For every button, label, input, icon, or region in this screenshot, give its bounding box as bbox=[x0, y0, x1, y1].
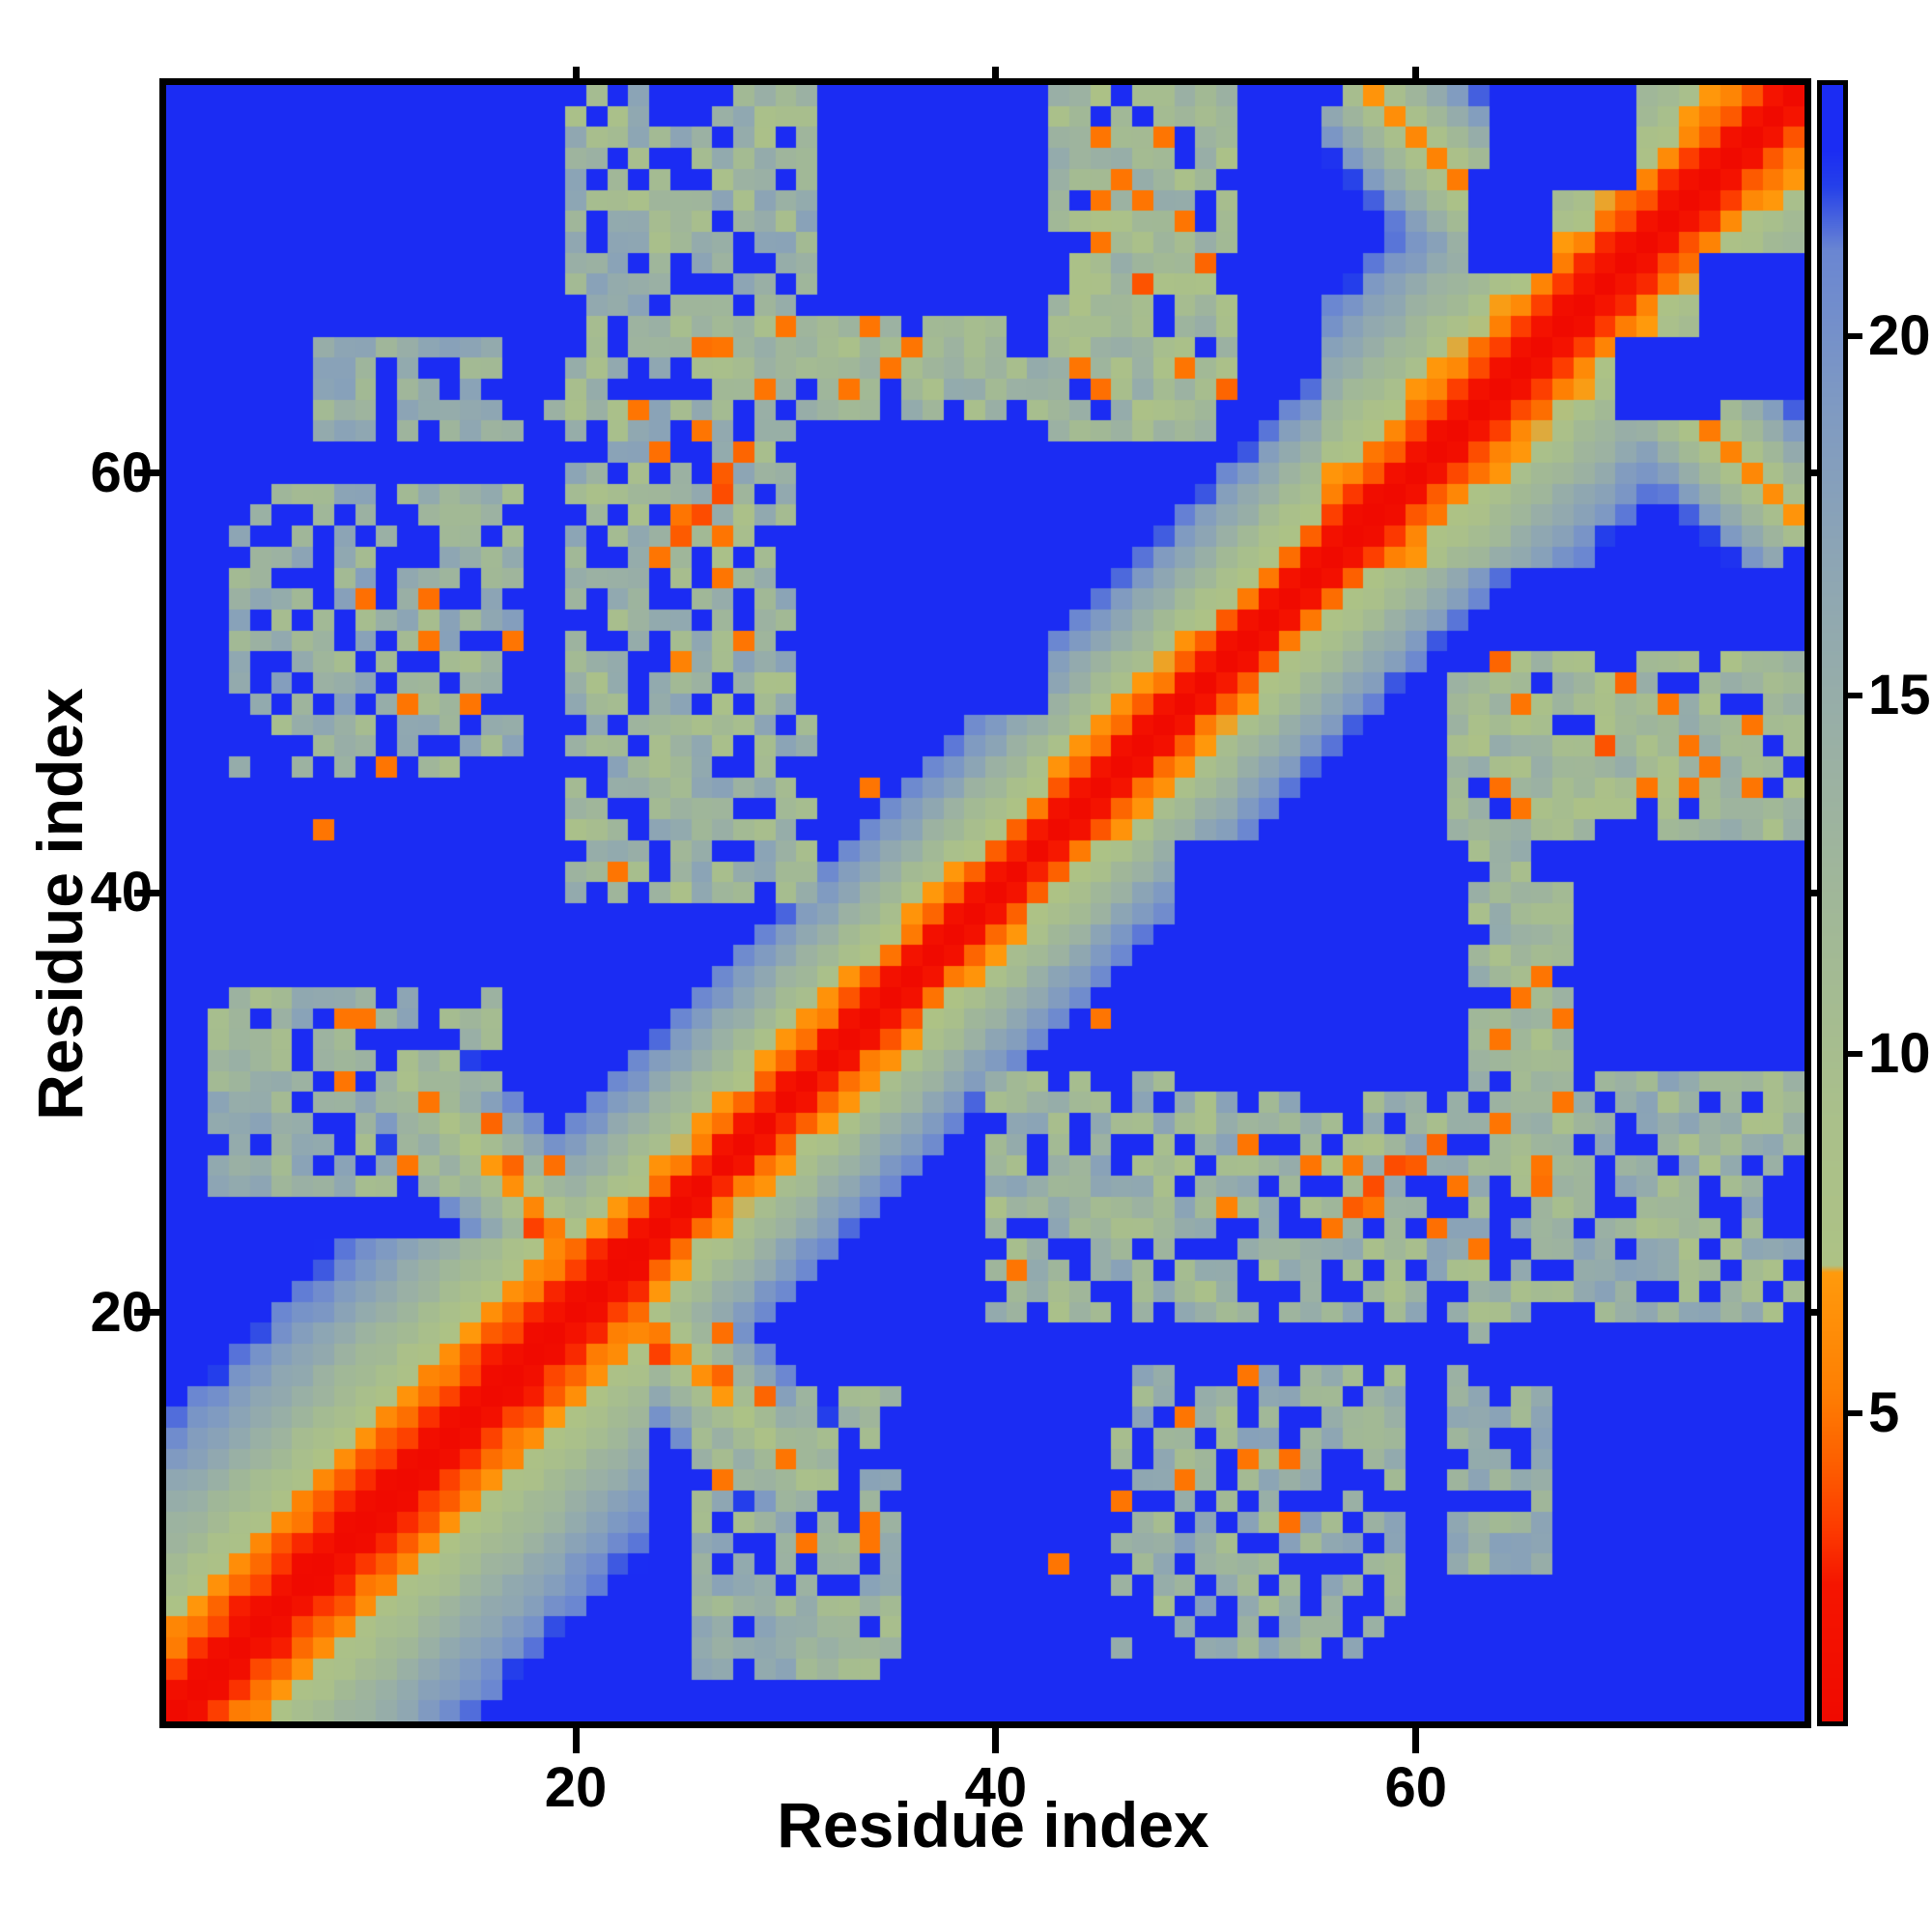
y-tick-label: 40 bbox=[90, 861, 153, 924]
colorbar-canvas bbox=[1822, 85, 1843, 1721]
y-axis-right-tick bbox=[1811, 889, 1819, 896]
x-tick-label: 60 bbox=[1384, 1756, 1447, 1819]
x-axis-top-tick bbox=[1412, 67, 1420, 78]
x-tick-label: 40 bbox=[964, 1756, 1028, 1819]
x-axis-top-tick bbox=[572, 67, 580, 78]
x-axis-top-tick bbox=[992, 67, 1000, 78]
heatmap-canvas bbox=[166, 85, 1804, 1721]
y-axis-right-tick bbox=[1811, 1309, 1819, 1316]
colorbar-tick bbox=[1848, 1051, 1862, 1058]
colorbar-tick-label: 10 bbox=[1868, 1022, 1931, 1086]
y-axis-major-tick bbox=[134, 1309, 159, 1316]
colorbar-tick-label: 15 bbox=[1868, 663, 1931, 726]
colorbar-frame bbox=[1817, 80, 1848, 1726]
colorbar-tick-label: 5 bbox=[1868, 1380, 1900, 1444]
colorbar-tick bbox=[1848, 1409, 1862, 1416]
colorbar-tick-label: 20 bbox=[1868, 304, 1931, 368]
y-axis-major-tick bbox=[134, 889, 159, 896]
y-axis-major-tick bbox=[134, 469, 159, 477]
x-tick-label: 20 bbox=[544, 1756, 608, 1819]
y-tick-label: 20 bbox=[90, 1280, 153, 1344]
y-tick-label: 60 bbox=[90, 440, 153, 504]
x-axis-major-tick bbox=[572, 1728, 580, 1753]
colorbar-tick bbox=[1848, 333, 1862, 340]
plot-frame bbox=[159, 78, 1811, 1728]
colorbar-tick bbox=[1848, 692, 1862, 698]
x-axis-major-tick bbox=[992, 1728, 1000, 1753]
x-axis-title: Residue index bbox=[777, 1789, 1209, 1861]
x-axis-major-tick bbox=[1412, 1728, 1420, 1753]
y-axis-right-tick bbox=[1811, 469, 1819, 477]
